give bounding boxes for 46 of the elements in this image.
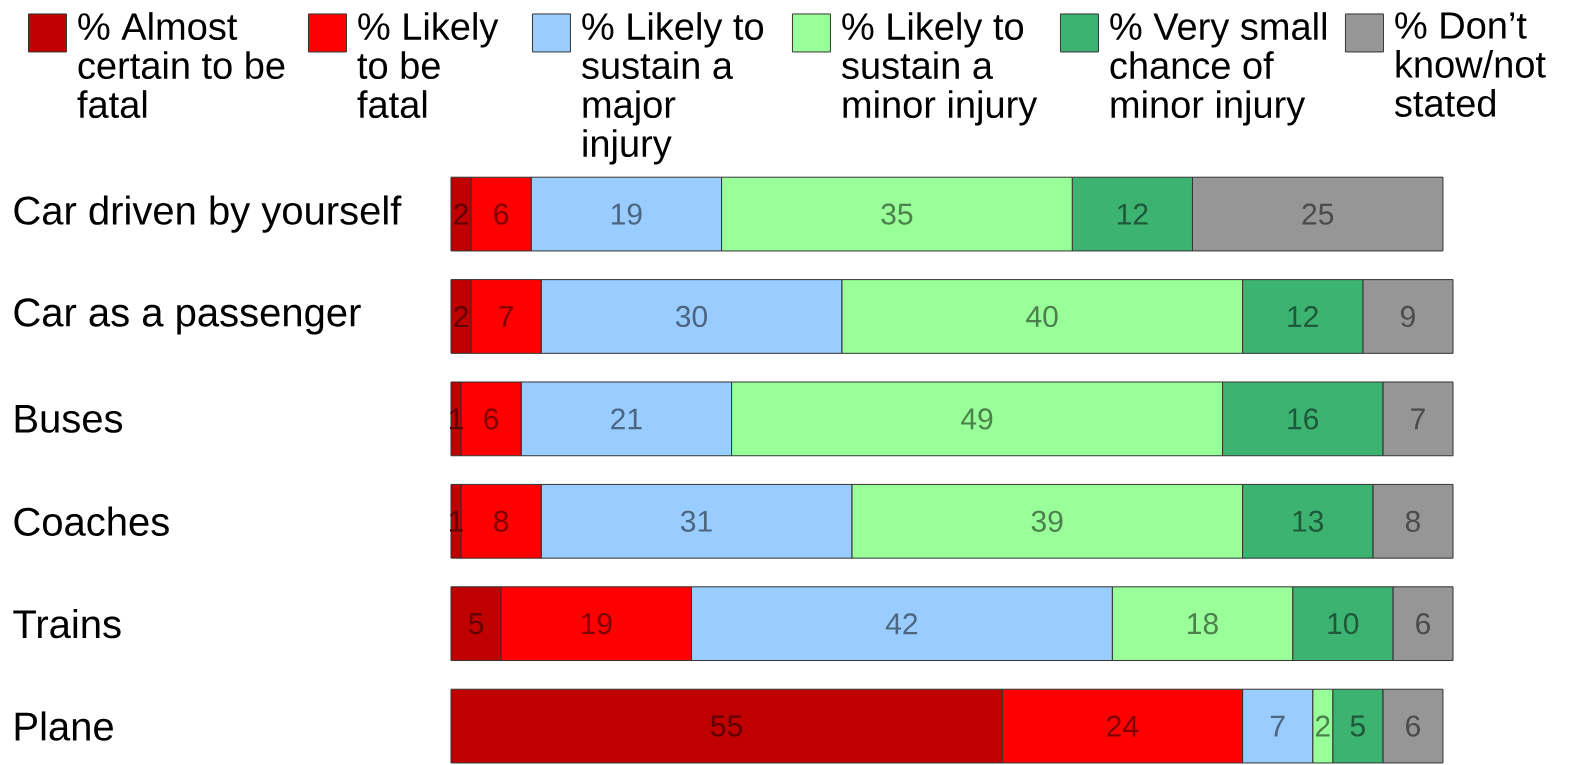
legend-label: % Likely to sustain a minor injury bbox=[842, 12, 1038, 126]
data-label: 30 bbox=[675, 305, 707, 328]
data-label: 7 bbox=[1270, 715, 1285, 737]
data-label: 6 bbox=[1416, 613, 1430, 635]
data-label: 2 bbox=[454, 306, 468, 327]
data-label: 6 bbox=[484, 408, 499, 430]
legend-label: % Almost certain to be fatal bbox=[77, 12, 285, 119]
data-label: 7 bbox=[499, 306, 513, 327]
data-label: 19 bbox=[611, 203, 642, 225]
data-label: 5 bbox=[468, 613, 484, 635]
legend-label: % Likely to be fatal bbox=[357, 12, 499, 119]
legend-label: % Likely to sustain a major injury bbox=[582, 12, 764, 165]
y-tick-label: Trains bbox=[13, 608, 121, 639]
data-label: 18 bbox=[1188, 613, 1218, 635]
data-label: 39 bbox=[1031, 510, 1063, 532]
data-label: 2 bbox=[454, 203, 468, 225]
data-label: 16 bbox=[1288, 408, 1319, 430]
data-label: 2 bbox=[1315, 715, 1330, 737]
data-label: 21 bbox=[611, 408, 642, 430]
data-label: 24 bbox=[1107, 715, 1139, 737]
legend-label: % Don’t know/not stated bbox=[1395, 12, 1546, 117]
data-label: 9 bbox=[1400, 305, 1415, 328]
data-label: 42 bbox=[885, 613, 918, 635]
legend-label: % Very small chance of minor injury bbox=[1110, 12, 1326, 126]
data-label: 8 bbox=[1405, 510, 1420, 532]
data-label: 12 bbox=[1117, 203, 1148, 225]
data-label: 55 bbox=[711, 715, 742, 737]
y-tick-label: Plane bbox=[15, 711, 113, 741]
data-label: 19 bbox=[581, 613, 612, 635]
data-label: 5 bbox=[1350, 715, 1365, 737]
data-label: 6 bbox=[494, 203, 509, 225]
data-label: 10 bbox=[1328, 613, 1359, 635]
data-label: 49 bbox=[961, 408, 993, 430]
data-label: 8 bbox=[494, 510, 509, 532]
y-tick-label: Car driven by yourself bbox=[14, 195, 402, 233]
data-label: 40 bbox=[1026, 305, 1058, 328]
data-label: 25 bbox=[1302, 203, 1334, 225]
data-label: 7 bbox=[1411, 408, 1425, 430]
y-tick-label: Car as a passenger bbox=[14, 298, 361, 335]
data-label: 35 bbox=[881, 203, 913, 225]
data-label: 13 bbox=[1293, 510, 1324, 532]
data-label: 12 bbox=[1288, 306, 1318, 327]
y-tick-label: Buses bbox=[15, 404, 123, 433]
y-tick-label: Coaches bbox=[14, 506, 169, 536]
data-label: 6 bbox=[1406, 715, 1420, 737]
data-label: 31 bbox=[680, 510, 712, 532]
